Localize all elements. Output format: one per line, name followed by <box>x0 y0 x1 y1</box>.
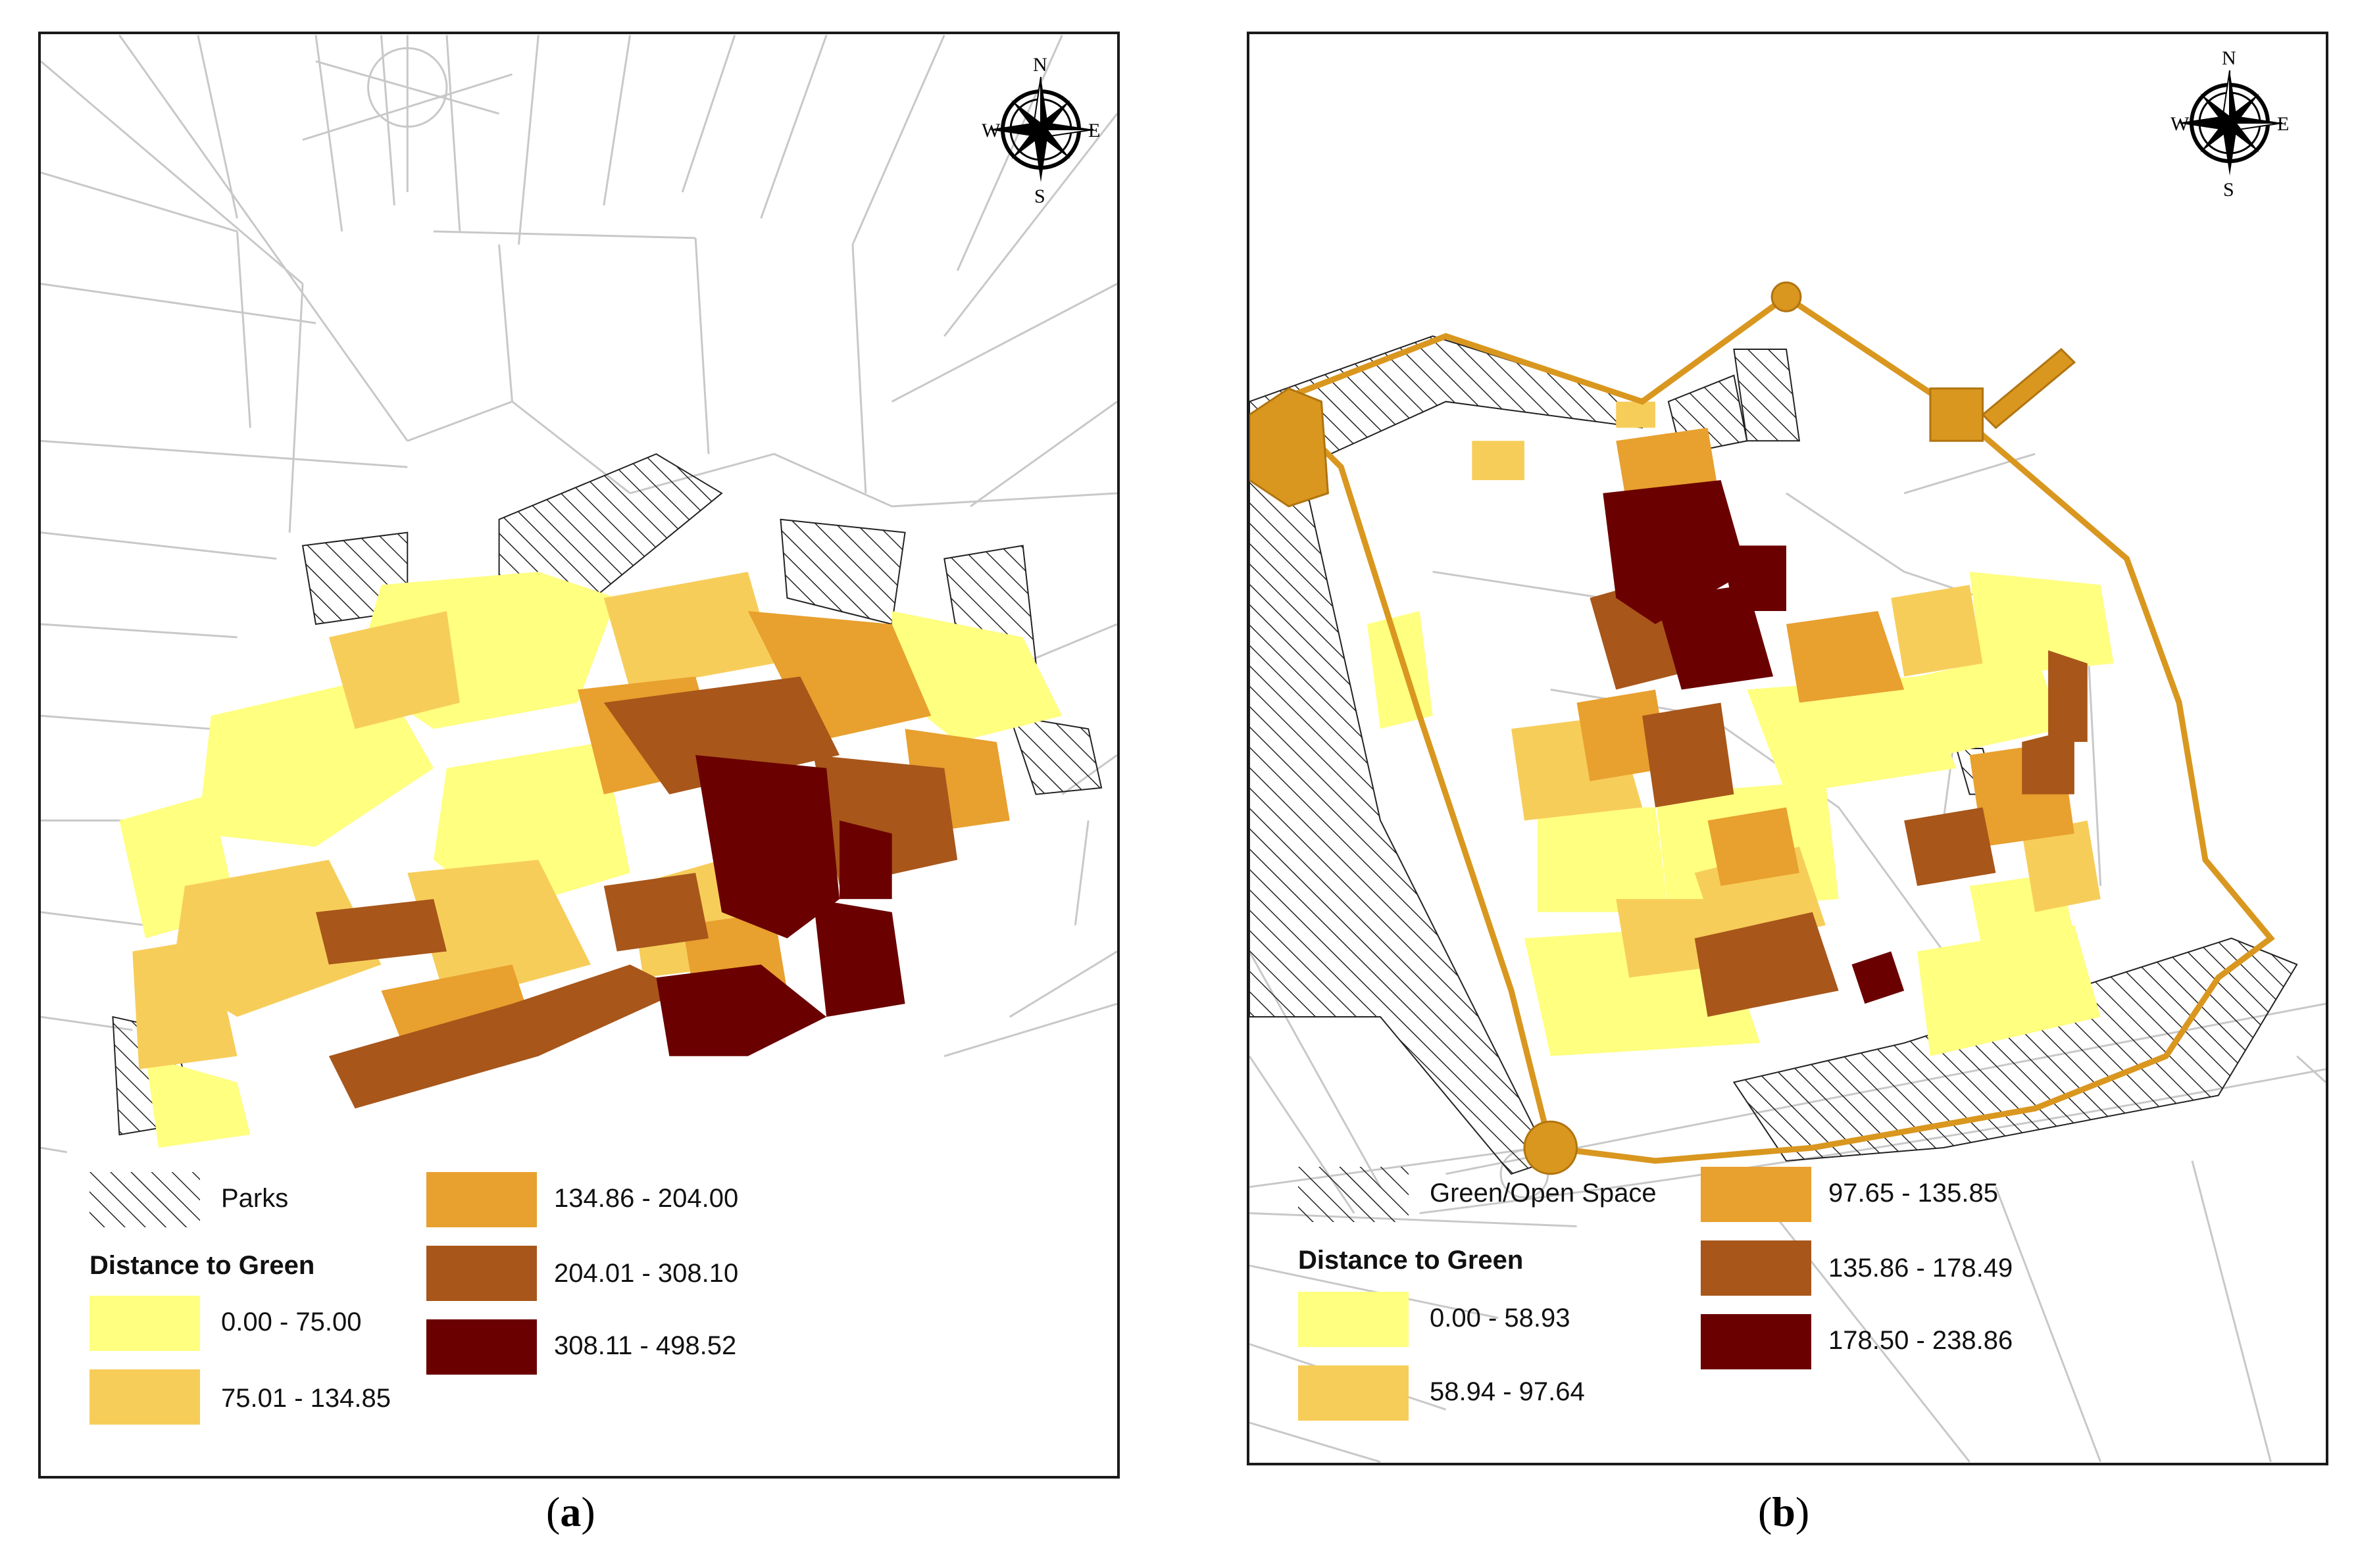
legend-label-class-3: 97.65 - 135.85 <box>1828 1179 1998 1208</box>
legend-green-space-swatch <box>1298 1167 1409 1222</box>
street-network <box>41 34 1117 1162</box>
legend-swatch-class-5 <box>1701 1314 1811 1369</box>
legend-parks-swatch <box>89 1172 200 1227</box>
compass-rose-a: N S W E <box>982 54 1100 207</box>
compass-icon <box>988 76 1094 182</box>
compass-e: E <box>1088 120 1101 141</box>
buildings-class-3 <box>1576 428 2074 886</box>
compass-s: S <box>2223 179 2234 201</box>
buildings-class-5 <box>656 755 905 1056</box>
compass-e: E <box>2277 113 2290 135</box>
legend-label-class-1: 0.00 - 58.93 <box>1430 1304 1570 1333</box>
compass-rose-b: N S W E <box>2170 47 2289 201</box>
legend-b: Green/Open Space Distance to Green 0.00 … <box>1249 34 2326 1463</box>
legend-label-class-1: 0.00 - 75.00 <box>221 1308 362 1336</box>
compass-w: W <box>2170 113 2190 135</box>
legend-title: Distance to Green <box>1298 1246 1524 1275</box>
compass-s: S <box>1034 185 1045 207</box>
legend-parks-label: Parks <box>221 1184 289 1213</box>
compass-n: N <box>1033 54 1047 76</box>
legend-label-class-5: 308.11 - 498.52 <box>554 1331 737 1360</box>
buildings-class-5 <box>1603 479 1905 1004</box>
legend-swatch-class-2 <box>1298 1365 1409 1421</box>
legend-title: Distance to Green <box>89 1251 315 1280</box>
compass-w: W <box>982 120 1001 141</box>
caption-a: (a) <box>546 1488 595 1535</box>
legend-label-class-2: 58.94 - 97.64 <box>1430 1377 1585 1406</box>
legend-swatch-class-1 <box>1298 1292 1409 1347</box>
compass-icon <box>2177 70 2283 176</box>
legend-label-class-5: 178.50 - 238.86 <box>1828 1326 2013 1355</box>
legend-label-class-4: 204.01 - 308.10 <box>554 1259 739 1288</box>
legend-label-class-4: 135.86 - 178.49 <box>1828 1254 2013 1283</box>
map-panel-b: N S W E Green/Open Space Distance to Gre… <box>1247 32 2328 1465</box>
legend-swatch-class-3 <box>426 1172 537 1227</box>
wall-bastions <box>1249 281 2076 1175</box>
caption-b-letter: b <box>1772 1488 1795 1535</box>
legend-green-space-label: Green/Open Space <box>1430 1179 1657 1208</box>
legend-swatch-class-3 <box>1701 1167 1811 1222</box>
legend-swatch-class-4 <box>1701 1240 1811 1296</box>
caption-b: (b) <box>1758 1488 1810 1535</box>
legend-swatch-class-1 <box>89 1296 200 1351</box>
legend-label-class-3: 134.86 - 204.00 <box>554 1184 739 1213</box>
legend-swatch-class-4 <box>426 1246 537 1301</box>
legend-a: Parks Distance to Green 0.00 - 75.00 75.… <box>41 34 1117 1476</box>
map-panel-a: N S W E Parks Distance to Green 0.00 - 7… <box>38 32 1120 1479</box>
legend-swatch-class-5 <box>426 1319 537 1375</box>
legend-swatch-class-2 <box>89 1369 200 1425</box>
map-b-canvas <box>1249 281 2326 1463</box>
compass-n: N <box>2222 47 2236 69</box>
caption-a-letter: a <box>560 1488 582 1535</box>
legend-label-class-2: 75.01 - 134.85 <box>221 1384 391 1413</box>
